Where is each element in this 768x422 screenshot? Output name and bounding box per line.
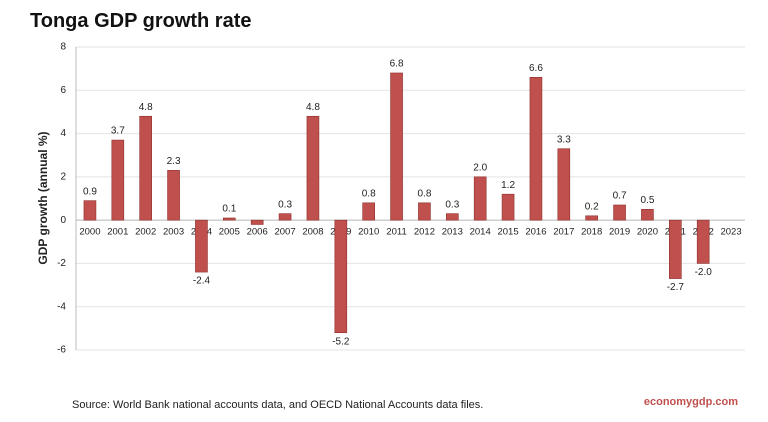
- x-tick-label: 2006: [247, 227, 268, 238]
- x-tick-label: 2023: [720, 227, 741, 238]
- bar: [473, 176, 487, 221]
- data-label: 6.6: [529, 63, 543, 74]
- y-axis-label: GDP growth (annual %): [36, 131, 50, 264]
- data-label: 0.3: [445, 199, 459, 210]
- bar: [334, 219, 348, 333]
- data-label: -2.7: [667, 282, 685, 293]
- bar: [418, 202, 431, 221]
- y-tick-label: 6: [60, 85, 66, 96]
- y-tick-label: -6: [57, 345, 66, 356]
- x-tick-label: 2016: [525, 227, 546, 238]
- x-tick-label: 2020: [637, 227, 658, 238]
- bar: [111, 139, 125, 221]
- bar: [167, 170, 180, 221]
- bar: [557, 148, 571, 221]
- y-tick-label: -2: [57, 258, 66, 269]
- data-label: 3.3: [557, 134, 571, 145]
- bar: [696, 219, 710, 264]
- x-tick-label: 2017: [553, 227, 574, 238]
- x-tick-label: 2018: [581, 227, 602, 238]
- data-label: 1.2: [501, 180, 515, 191]
- data-label: 0.7: [613, 191, 627, 202]
- x-tick-label: 2013: [442, 227, 463, 238]
- data-label: 0.8: [362, 188, 376, 199]
- y-tick-label: 0: [60, 215, 66, 226]
- bar: [501, 193, 515, 221]
- x-tick-label: 2008: [302, 227, 323, 238]
- data-label: -2.0: [695, 267, 713, 278]
- bar: [223, 217, 236, 221]
- bar: [362, 202, 375, 221]
- x-tick-label: 2000: [79, 227, 100, 238]
- x-tick-label: 2015: [497, 227, 518, 238]
- chart-title: Tonga GDP growth rate: [30, 10, 252, 32]
- y-tick-label: 4: [60, 128, 66, 139]
- x-tick-label: 2011: [386, 227, 406, 238]
- bar: [641, 209, 654, 221]
- data-label: -5.2: [332, 336, 350, 347]
- bar: [585, 215, 598, 221]
- y-tick-label: 8: [60, 42, 66, 53]
- bar: [195, 219, 208, 273]
- bar: [250, 219, 264, 225]
- data-label: 0.9: [83, 186, 97, 197]
- bar: [529, 77, 543, 221]
- bar: [669, 219, 682, 279]
- y-tick-label: 2: [60, 171, 66, 182]
- data-label: 4.8: [139, 102, 153, 113]
- x-tick-label: 2003: [163, 227, 184, 238]
- data-label: -2.4: [193, 276, 211, 287]
- data-label: 6.8: [390, 59, 404, 70]
- bar: [306, 115, 320, 221]
- data-label: 0.2: [585, 201, 599, 212]
- source-note: Source: World Bank national accounts dat…: [72, 399, 483, 411]
- bar: [613, 204, 626, 221]
- x-tick-label: 2007: [274, 227, 295, 238]
- bar: [390, 72, 403, 221]
- data-label: 4.8: [306, 102, 320, 113]
- x-tick-label: 2002: [135, 227, 156, 238]
- x-tick-label: 2001: [107, 227, 128, 238]
- x-tick-label: 2010: [358, 227, 379, 238]
- y-tick-label: -4: [57, 301, 66, 312]
- bar: [83, 200, 97, 221]
- data-label: 3.7: [111, 126, 125, 137]
- data-label: 0.8: [417, 188, 431, 199]
- bar: [139, 115, 152, 221]
- bar: [446, 213, 459, 221]
- data-label: 0.3: [278, 199, 292, 210]
- x-tick-label: 2012: [414, 227, 435, 238]
- data-label: 2.0: [473, 162, 487, 173]
- x-tick-label: 2019: [609, 227, 630, 238]
- data-label: 0.1: [222, 204, 236, 215]
- watermark: economygdp.com: [644, 396, 738, 408]
- data-label: 0.5: [640, 195, 654, 206]
- x-tick-label: 2005: [219, 227, 240, 238]
- data-label: 2.3: [167, 156, 181, 167]
- x-tick-label: 2014: [470, 227, 491, 238]
- bar: [278, 213, 292, 221]
